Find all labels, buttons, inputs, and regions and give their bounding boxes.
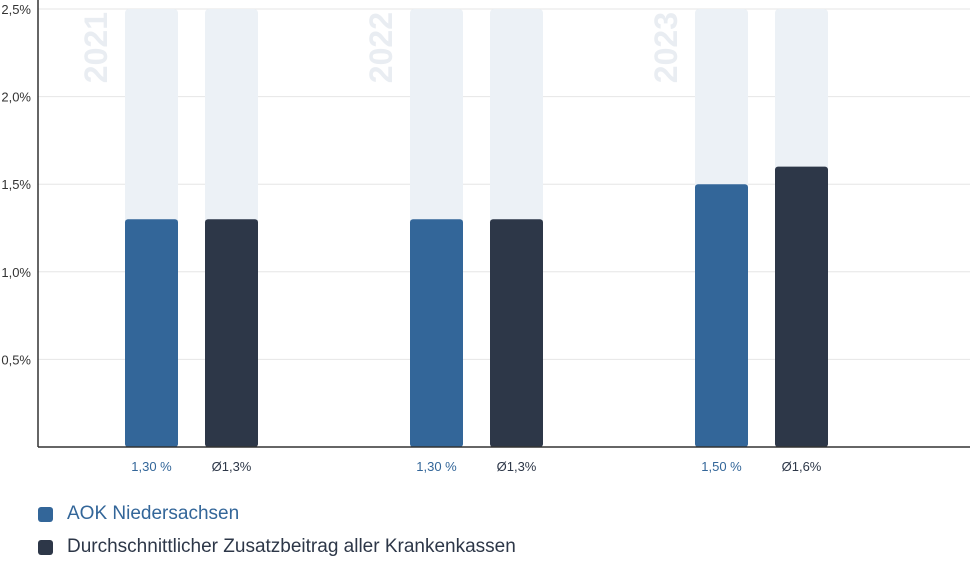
y-tick-label: 1,5% bbox=[1, 177, 31, 192]
bar-value-label: Ø1,3% bbox=[212, 459, 252, 474]
bar[interactable] bbox=[695, 184, 748, 447]
bar-value-label: 1,50 % bbox=[701, 459, 742, 474]
y-tick-label: 2,5% bbox=[1, 2, 31, 17]
group-label: 2022 bbox=[363, 12, 399, 83]
bar-value-label: Ø1,3% bbox=[497, 459, 537, 474]
legend-swatch-average bbox=[38, 539, 53, 555]
bar-value-label: 1,30 % bbox=[131, 459, 172, 474]
legend-label-aok: AOK Niedersachsen bbox=[67, 503, 240, 524]
bar-chart: 0,5% 1,0% 1,5% 2,0% 2,5% 1,30 % Ø1,3% 2021 1,30 … bbox=[1, 0, 970, 474]
bar[interactable] bbox=[125, 219, 178, 447]
y-tick-label: 0,5% bbox=[1, 352, 31, 367]
bar[interactable] bbox=[490, 219, 543, 447]
legend-label-average: Durchschnittlicher Zusatzbeitrag aller K… bbox=[67, 536, 516, 557]
bar[interactable] bbox=[775, 166, 828, 447]
bar-value-label: 1,30 % bbox=[416, 459, 457, 474]
bar[interactable] bbox=[205, 219, 258, 447]
bar-value-label: Ø1,6% bbox=[782, 459, 822, 474]
legend-swatch-aok bbox=[38, 506, 53, 522]
group-label: 2021 bbox=[78, 12, 114, 83]
y-tick-label: 1,0% bbox=[1, 265, 31, 280]
group-label: 2023 bbox=[648, 12, 684, 83]
legend-item-aok[interactable]: AOK Niedersachsen bbox=[38, 500, 516, 528]
legend-item-average[interactable]: Durchschnittlicher Zusatzbeitrag aller K… bbox=[38, 533, 516, 561]
y-tick-label: 2,0% bbox=[1, 90, 31, 105]
legend: AOK Niedersachsen Durchschnittlicher Zus… bbox=[38, 500, 516, 566]
bar[interactable] bbox=[410, 219, 463, 447]
